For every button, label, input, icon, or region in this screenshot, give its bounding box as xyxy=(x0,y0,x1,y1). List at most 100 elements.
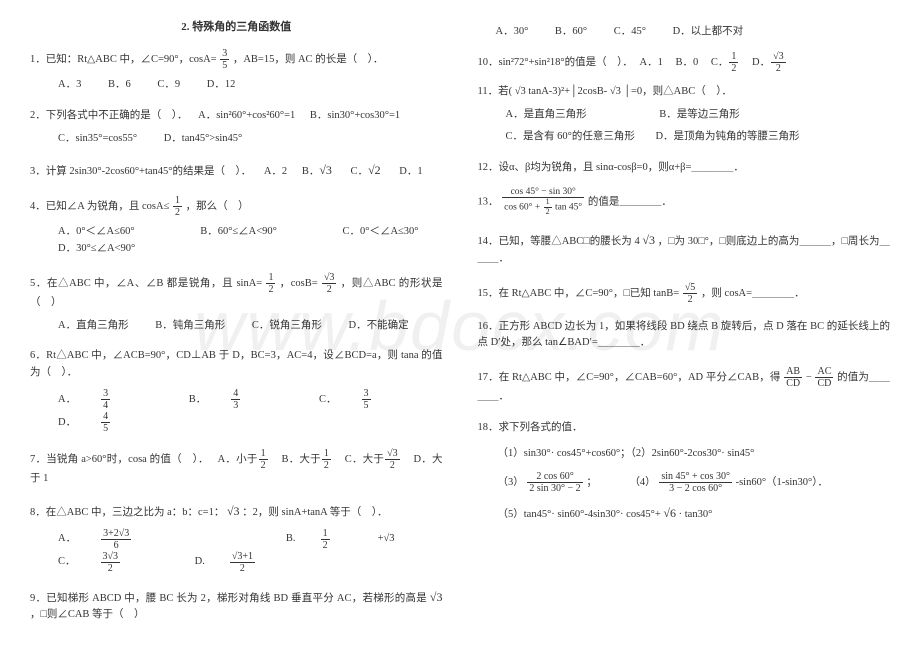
q6-stem: 6．Rt△ABC 中，∠ACB=90°，CD⊥AB 于 D，BC=3，AC=4，… xyxy=(30,350,443,378)
q10: 10．sin²72°+sin²18°的值是（ ）． A．1 B．0 C．12 D… xyxy=(478,51,891,74)
q15-a: 15．在 Rt△ABC 中，∠C=90°，□已知 tanB= xyxy=(478,288,680,299)
q8: 8．在△ABC 中，三边之比为 a：b：c=1： √3 ：2，则 sinA+ta… xyxy=(30,502,443,574)
q15-frac: √52 xyxy=(683,282,698,305)
q3-a: A．2 xyxy=(264,166,287,177)
q17-f1: ABCD xyxy=(784,366,802,389)
q1-frac: 35 xyxy=(220,48,229,71)
q10-d: D．√32 xyxy=(752,57,787,68)
q6-a: A．34 xyxy=(58,388,158,411)
q5-mid: ，cosB= xyxy=(280,278,318,289)
q10-c: C．12 xyxy=(711,57,740,68)
q6-b: B．43 xyxy=(189,388,289,411)
q18-s1: （1）sin30°· cos45°+cos60°；（2）2sin60°-2cos… xyxy=(478,443,891,464)
q11-opts2: C．是含有 60°的任意三角形 D．是顶角为钝角的等腰三角形 xyxy=(478,129,891,146)
q5-c: C．锐角三角形 xyxy=(252,318,322,335)
q8-b: B.12+√3 xyxy=(286,528,419,551)
q12: 12．设α、β均为锐角，且 sinα-cosβ=0，则α+β=＿＿＿＿． xyxy=(478,160,891,177)
q2-a: A．sin²60°+cos²60°=1 xyxy=(198,110,295,121)
q10-stem: 10．sin²72°+sin²18°的值是（ ）． xyxy=(478,57,633,68)
q2-d: D．tan45°>sin45° xyxy=(164,131,242,148)
q14: 14．已知，等腰△ABC□的腰长为 4 √3 ，□为 30□°，□则底边上的高为… xyxy=(478,231,891,268)
q1-a: A．3 xyxy=(58,77,81,94)
q3-b: B．√3 xyxy=(302,166,332,177)
q3-stem: 3．计算 2sin30°-2cos60°+tan45°的结果是（ ）． xyxy=(30,166,251,177)
q17-a: 17．在 Rt△ABC 中，∠C=90°，∠CAB=60°，AD 平分∠CAB，… xyxy=(478,372,781,383)
q17-minus: − xyxy=(806,372,812,383)
q18-stem: 18．求下列各式的值． xyxy=(478,422,583,433)
q5-stem-a: 5．在△ABC 中，∠A、∠B 都是锐角，且 sinA= xyxy=(30,278,262,289)
q13-suf: 的值是＿＿＿＿． xyxy=(588,196,672,207)
doc-title: 2. 特殊角的三角函数值 xyxy=(30,18,443,34)
q5: 5．在△ABC 中，∠A、∠B 都是锐角，且 sinA= 12 ，cosB= √… xyxy=(30,272,443,335)
q9-sqrt: √3 xyxy=(430,590,443,604)
q8-a: A．3+2√36 xyxy=(58,528,179,551)
q15-b: ，则 cosA=＿＿＿＿． xyxy=(701,288,805,299)
page: 2. 特殊角的三角函数值 1．已知：Rt△ABC 中，∠C=90°，cosA= … xyxy=(0,0,920,642)
q10-b: B．0 xyxy=(675,57,698,68)
q7-a: A．小于12 xyxy=(218,454,269,465)
q14-sqrt: √3 xyxy=(642,233,655,247)
q15: 15．在 Rt△ABC 中，∠C=90°，□已知 tanB= √52 ，则 co… xyxy=(478,282,891,305)
q6-d: D．45 xyxy=(58,411,158,434)
q11-b: B．是等边三角形 xyxy=(659,107,740,124)
q6: 6．Rt△ABC 中，∠ACB=90°，CD⊥AB 于 D，BC=3，AC=4，… xyxy=(30,348,443,434)
q4-d: D．30°≤∠A<90° xyxy=(58,241,135,258)
q1-stem-b: ，AB=15，则 AC 的长是（ ）． xyxy=(233,54,384,65)
q11-d: D．是顶角为钝角的等腰三角形 xyxy=(655,129,799,146)
q8-opts: A．3+2√36 B.12+√3 C．3√32 D.√3+12 xyxy=(30,528,443,574)
q1-b: B．6 xyxy=(108,77,131,94)
right-column: A．30° B．60° C．45° D．以上都不对 10．sin²72°+sin… xyxy=(478,18,891,624)
q9-b: B．60° xyxy=(555,24,587,41)
q2-c: C．sin35°=cos55° xyxy=(58,131,137,148)
q6-opts: A．34 B．43 C．35 D．45 xyxy=(30,388,443,434)
q18-s5: （5）tan45°· sin60°-4sin30°· cos45°+ √6 · … xyxy=(478,501,891,525)
q11-a: A．是直角三角形 xyxy=(506,107,587,124)
q5-f2: √32 xyxy=(322,272,337,295)
q5-b: B．钝角三角形 xyxy=(155,318,225,335)
q9: 9．已知梯形 ABCD 中，腰 BC 长为 2，梯形对角线 BD 垂直平分 AC… xyxy=(30,588,443,625)
q8-sqrt: √3 xyxy=(227,504,240,518)
q9-opts: A．30° B．60° C．45° D．以上都不对 xyxy=(478,24,891,41)
q5-a: A．直角三角形 xyxy=(58,318,129,335)
q2-stem: 2．下列各式中不正确的是（ ）． xyxy=(30,110,188,121)
q3-d: D．1 xyxy=(399,166,422,177)
q13: 13． cos 45° − sin 30° cos 60° + 12 tan 4… xyxy=(478,187,891,217)
q6-c: C．35 xyxy=(319,388,419,411)
q4: 4．已知∠A 为锐角，且 cosA≤ 12 ，那么（ ） A．0°＜∠A≤60°… xyxy=(30,195,443,258)
q8-stem-b: ：2，则 sinA+tanA 等于（ ）． xyxy=(242,507,387,518)
q8-c: C．3√32 xyxy=(58,551,168,574)
q8-stem-a: 8．在△ABC 中，三边之比为 a：b：c=1： xyxy=(30,507,224,518)
q1-d: D．12 xyxy=(207,77,236,94)
q11-c: C．是含有 60°的任意三角形 xyxy=(506,129,635,146)
q13-pre: 13． xyxy=(478,196,499,207)
q9-stem-a: 9．已知梯形 ABCD 中，腰 BC 长为 2，梯形对角线 BD 垂直平分 AC… xyxy=(30,593,427,604)
q3-c: C．√2 xyxy=(351,166,381,177)
q1-stem-a: 1．已知：Rt△ABC 中，∠C=90°，cosA= xyxy=(30,54,217,65)
q9-c: C．45° xyxy=(614,24,646,41)
q14-a: 14．已知，等腰△ABC□的腰长为 4 xyxy=(478,236,640,247)
q11-stem: 11．若( √3 tanA-3)²+│2cosB- √3 │=0，则△ABC（ … xyxy=(478,86,733,97)
q8-d: D.√3+12 xyxy=(195,551,303,574)
q5-d: D．不能确定 xyxy=(349,318,409,335)
q11-opts1: A．是直角三角形 B．是等边三角形 xyxy=(478,107,891,124)
q16: 16．正方形 ABCD 边长为 1，如果将线段 BD 绕点 B 旋转后，点 D … xyxy=(478,319,891,353)
q4-opts: A．0°＜∠A≤60° B．60°≤∠A<90° C．0°＜∠A≤30° D．3… xyxy=(30,224,443,258)
q18-s34: （3） 2 cos 60°2 sin 30° − 2 ； （4） sin 45°… xyxy=(478,470,891,495)
q9-stem-b: ，□则∠CAB 等于（ ） xyxy=(30,609,145,620)
q9-a: A．30° xyxy=(496,24,529,41)
q10-a: A．1 xyxy=(640,57,663,68)
q17: 17．在 Rt△ABC 中，∠C=90°，∠CAB=60°，AD 平分∠CAB，… xyxy=(478,366,891,406)
q4-frac: 12 xyxy=(173,195,182,218)
q4-stem-b: ，那么（ ） xyxy=(186,201,249,212)
q2-b: B．sin30°+cos30°=1 xyxy=(310,110,400,121)
q7-c: C．大于√32 xyxy=(345,454,401,465)
q7-stem: 7．当锐角 a>60°时，cosa 的值（ ）． xyxy=(30,454,209,465)
q18-s3: （3） 2 cos 60°2 sin 30° − 2 ； xyxy=(498,477,600,488)
q2-opts2: C．sin35°=cos55° D．tan45°>sin45° xyxy=(30,131,443,148)
q7-b: B．大于12 xyxy=(281,454,331,465)
q17-f2: ACCD xyxy=(815,366,833,389)
q3: 3．计算 2sin30°-2cos60°+tan45°的结果是（ ）． A．2 … xyxy=(30,161,443,181)
q4-stem-a: 4．已知∠A 为锐角，且 cosA≤ xyxy=(30,201,169,212)
q18: 18．求下列各式的值． （1）sin30°· cos45°+cos60°；（2）… xyxy=(478,420,891,525)
q9-d: D．以上都不对 xyxy=(673,24,744,41)
